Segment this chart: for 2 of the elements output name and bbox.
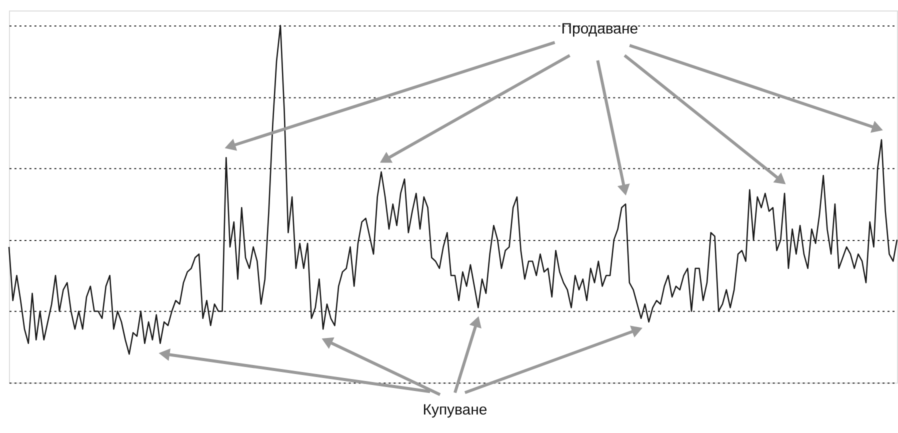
annotation: Продаване <box>561 20 638 38</box>
text: Купуване <box>422 402 488 419</box>
